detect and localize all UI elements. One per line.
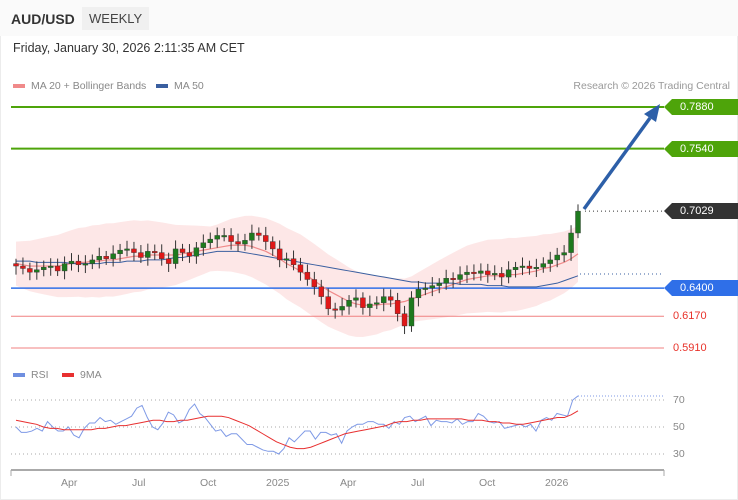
legend-ma20: MA 20 + Bollinger Bands: [13, 80, 146, 92]
rsi-label: RSI: [31, 369, 49, 381]
bollinger-band: [16, 215, 578, 337]
rsi-tick-70: 70: [673, 394, 685, 406]
rsi-swatch-icon: [13, 373, 25, 377]
legend-rsi: RSI: [13, 369, 49, 381]
x-tick: Jul: [411, 477, 425, 489]
x-tick: 2025: [266, 477, 290, 489]
pivot-tag: 0.6400: [664, 280, 738, 296]
instrument-title: AUD/USD: [11, 11, 75, 27]
target2-tag: 0.7880: [664, 99, 738, 115]
ma20-label: MA 20 + Bollinger Bands: [31, 80, 147, 92]
support2-label: 0.5910: [673, 342, 707, 354]
x-tick: Oct: [479, 477, 496, 489]
credit-text: Research © 2026 Trading Central: [573, 80, 730, 92]
timestamp: Friday, January 30, 2026 2:11:35 AM CET: [13, 41, 245, 55]
rsi-tick-50: 50: [673, 421, 685, 433]
legend-rsi-ma: 9MA: [62, 369, 102, 381]
ma50-swatch-icon: [156, 84, 168, 88]
legend-ma50: MA 50: [156, 80, 204, 92]
x-tick: 2026: [545, 477, 569, 489]
ma20-swatch-icon: [13, 84, 25, 88]
rsi-ma-label: 9MA: [80, 369, 102, 381]
rsi-tick-30: 30: [673, 448, 685, 460]
x-tick: Apr: [61, 477, 78, 489]
period-badge[interactable]: WEEKLY: [82, 7, 150, 30]
rsi-ma-swatch-icon: [62, 373, 74, 377]
last-price-tag: 0.7029: [664, 203, 738, 219]
x-tick: Oct: [200, 477, 217, 489]
support1-label: 0.6170: [673, 310, 707, 322]
x-tick: Apr: [340, 477, 357, 489]
x-tick: Jul: [132, 477, 146, 489]
ma50-label: MA 50: [174, 80, 204, 92]
target1-tag: 0.7540: [664, 141, 738, 157]
